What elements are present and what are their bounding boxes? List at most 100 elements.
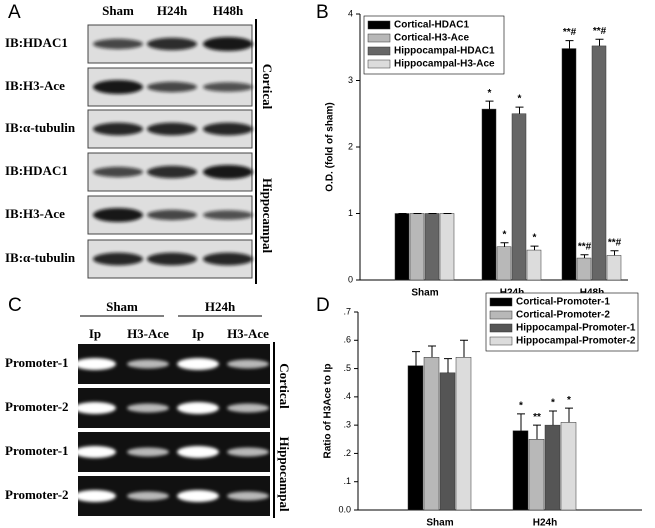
band	[127, 491, 169, 501]
row-label: Promoter-2	[5, 399, 69, 414]
significance-marker: **#	[563, 27, 577, 38]
bar	[455, 357, 472, 511]
y-tick-label: .6	[343, 335, 351, 345]
band	[93, 122, 143, 136]
band	[147, 122, 197, 136]
column-label: Sham	[102, 3, 134, 18]
error-bar	[580, 254, 589, 259]
y-tick-label: .7	[343, 306, 351, 316]
group-label: Hippocampal	[260, 178, 275, 254]
significance-marker: *	[533, 233, 537, 244]
band	[147, 37, 197, 51]
lane-label: H3-Ace	[227, 326, 269, 341]
y-tick-label: .3	[343, 420, 351, 430]
legend-label: Cortical-Promoter-1	[516, 297, 610, 308]
x-tick-label: Sham	[411, 288, 438, 299]
error-bar	[515, 106, 524, 114]
y-tick-label: 3	[348, 75, 353, 85]
group-header: H24h	[205, 299, 236, 314]
band	[147, 252, 197, 266]
band	[127, 447, 169, 457]
legend-label: Hippocampal-Promoter-2	[516, 336, 636, 347]
y-tick-label: 4	[348, 8, 353, 18]
band	[74, 446, 116, 458]
bar	[560, 422, 577, 511]
band	[227, 359, 269, 369]
panel-label: B	[316, 2, 329, 23]
band	[147, 81, 197, 93]
band	[177, 446, 219, 458]
lane-label: Ip	[192, 326, 204, 341]
significance-marker: **#	[593, 26, 607, 37]
y-tick-label: 0.0	[338, 504, 351, 514]
significance-marker: *	[518, 94, 522, 105]
row-label: IB:HDAC1	[5, 35, 68, 50]
error-bar	[444, 358, 452, 373]
bar	[526, 249, 542, 281]
bar	[496, 246, 512, 281]
column-label: H48h	[213, 3, 244, 18]
legend-label: Hippocampal-HDAC1	[394, 46, 495, 57]
legend-swatch	[367, 33, 391, 43]
band	[74, 358, 116, 370]
band	[203, 252, 253, 266]
y-axis-label: O.D. (fold of sham)	[325, 102, 336, 191]
bar	[528, 439, 545, 511]
bar	[606, 255, 622, 281]
group-header: Sham	[106, 299, 138, 314]
band	[203, 210, 253, 220]
band	[203, 82, 253, 92]
bar	[439, 213, 455, 281]
band	[93, 208, 143, 222]
band	[127, 403, 169, 413]
error-bar	[610, 250, 619, 256]
significance-marker: **#	[578, 241, 592, 252]
column-label: H24h	[157, 3, 188, 18]
x-tick-label: H24h	[533, 518, 557, 528]
y-tick-label: .2	[343, 448, 351, 458]
panel-label: C	[8, 295, 22, 316]
legend-swatch	[489, 323, 513, 333]
band	[127, 359, 169, 369]
row-label: Promoter-1	[5, 443, 69, 458]
x-tick-label: Sham	[426, 518, 453, 528]
panel-label: A	[8, 2, 21, 23]
row-label: Promoter-1	[5, 355, 69, 370]
error-bar	[517, 413, 525, 431]
band	[203, 122, 253, 136]
bar	[424, 213, 440, 281]
band	[93, 166, 143, 178]
y-axis-label: Ratio of H3Ace to Ip	[323, 363, 334, 458]
band	[74, 490, 116, 502]
lane-label: H3-Ace	[127, 326, 169, 341]
row-label: IB:HDAC1	[5, 163, 68, 178]
legend-swatch	[489, 297, 513, 307]
row-label: IB:α-tubulin	[5, 120, 76, 135]
band	[177, 402, 219, 414]
error-bar	[565, 407, 573, 423]
legend-label: Cortical-HDAC1	[394, 20, 469, 31]
significance-marker: *	[567, 395, 571, 406]
group-label: Cortical	[277, 363, 292, 409]
y-tick-label: .5	[343, 363, 351, 373]
error-bar	[549, 410, 557, 426]
legend-label: Hippocampal-H3-Ace	[394, 59, 495, 70]
band	[93, 252, 143, 266]
error-bar	[530, 245, 539, 251]
legend-label: Hippocampal-Promoter-1	[516, 323, 636, 334]
error-bar	[485, 100, 494, 110]
lane-label: Ip	[89, 326, 101, 341]
significance-marker: **#	[608, 237, 622, 248]
significance-marker: *	[519, 400, 523, 411]
legend-swatch	[489, 310, 513, 320]
y-tick-label: .4	[343, 391, 351, 401]
error-bar	[460, 339, 468, 358]
error-bar	[412, 351, 420, 366]
significance-marker: **	[533, 412, 541, 423]
significance-marker: *	[488, 88, 492, 99]
legend-swatch	[367, 46, 391, 56]
error-bar	[500, 242, 509, 247]
legend-label: Cortical-H3-Ace	[394, 33, 469, 44]
error-bar	[565, 40, 574, 49]
